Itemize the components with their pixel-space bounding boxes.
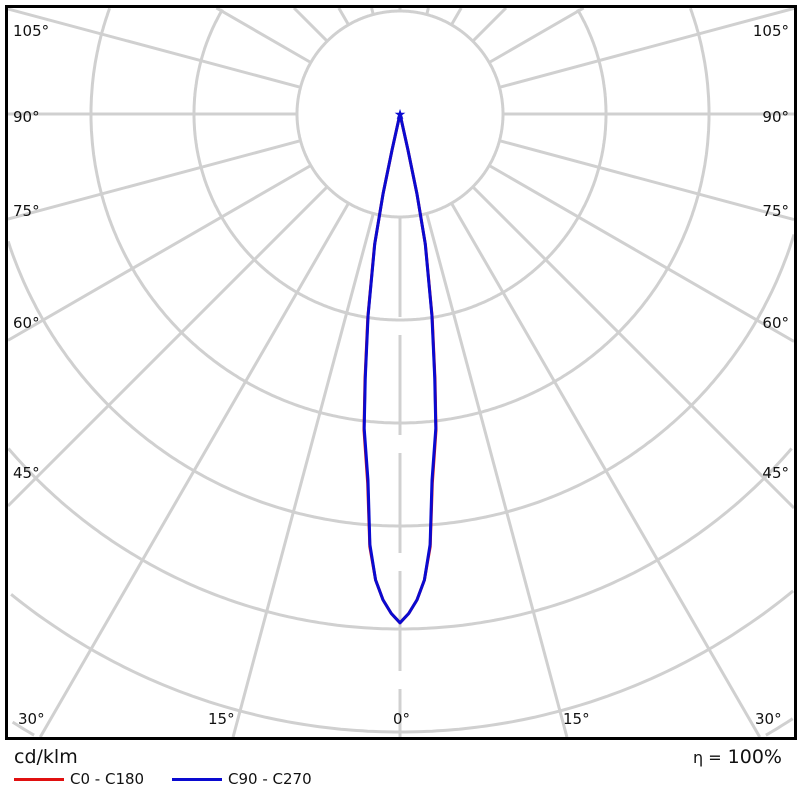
grid-radial-line bbox=[215, 8, 312, 64]
grid-radial-line bbox=[39, 202, 350, 737]
grid-radial-line bbox=[488, 8, 585, 64]
grid-radial-line bbox=[370, 8, 375, 15]
legend-item-c0-c180: C0 - C180 bbox=[14, 770, 144, 788]
grid-ring bbox=[89, 8, 711, 425]
polar-chart-frame: ★ 105° 90° 75° 60° 45° 30° 15° 0° 15° 30… bbox=[5, 5, 797, 740]
grid-radial-line bbox=[337, 8, 350, 26]
label-bottom-30-left: 30° bbox=[18, 710, 45, 728]
label-right-60: 60° bbox=[762, 314, 789, 332]
label-left-75: 75° bbox=[13, 202, 40, 220]
grid-radial-line bbox=[292, 8, 329, 43]
angle-labels: 105° 90° 75° 60° 45° 30° 15° 0° 15° 30° … bbox=[13, 22, 789, 728]
grid-radial-line bbox=[8, 164, 312, 342]
grid-radial-line bbox=[450, 202, 761, 737]
label-right-75: 75° bbox=[762, 202, 789, 220]
unit-label: cd/klm bbox=[14, 746, 78, 768]
label-left-45: 45° bbox=[13, 464, 40, 482]
legend-label: C90 - C270 bbox=[228, 770, 312, 788]
curves: ★ bbox=[362, 107, 438, 625]
legend-label: C0 - C180 bbox=[70, 770, 145, 788]
grid-radial-line bbox=[425, 213, 569, 737]
grid-ring bbox=[11, 717, 794, 737]
series-curve-c90-c270 bbox=[362, 113, 438, 625]
label-bottom-0: 0° bbox=[393, 710, 410, 728]
legend-swatch-red bbox=[14, 777, 64, 781]
grid-radial-line bbox=[8, 8, 301, 89]
grid-radial-line bbox=[499, 139, 794, 222]
grid-radial-line bbox=[450, 8, 463, 26]
grid-radial-line bbox=[8, 185, 329, 508]
polar-chart: ★ 105° 90° 75° 60° 45° 30° 15° 0° 15° 30… bbox=[8, 8, 794, 737]
label-bottom-15-left: 15° bbox=[208, 710, 235, 728]
grid-radial-line bbox=[488, 164, 794, 343]
legend-item-c90-c270: C90 - C270 bbox=[172, 770, 312, 788]
label-bottom-30-right: 30° bbox=[755, 710, 782, 728]
efficiency-value: 100% bbox=[727, 746, 782, 768]
grid-radial-line bbox=[471, 185, 794, 510]
efficiency-label: η = bbox=[693, 748, 722, 767]
grid-radial-line bbox=[425, 8, 430, 15]
label-left-90: 90° bbox=[13, 108, 40, 126]
grid-radial-line bbox=[8, 139, 301, 221]
grid-radial-line bbox=[471, 8, 508, 43]
polar-grid bbox=[8, 8, 794, 737]
grid-radial-line bbox=[499, 8, 794, 89]
label-right-90: 90° bbox=[762, 108, 789, 126]
efficiency: η = 100% bbox=[693, 746, 782, 768]
grid-ring bbox=[10, 589, 794, 734]
label-right-105: 105° bbox=[753, 22, 789, 40]
legend-swatch-blue bbox=[172, 777, 222, 781]
label-right-45: 45° bbox=[762, 464, 789, 482]
center-marker-icon: ★ bbox=[394, 107, 407, 123]
label-left-105: 105° bbox=[13, 22, 49, 40]
grid-radial-line bbox=[231, 213, 375, 737]
label-left-60: 60° bbox=[13, 314, 40, 332]
grid-ring bbox=[8, 234, 794, 528]
label-bottom-15-right: 15° bbox=[563, 710, 590, 728]
